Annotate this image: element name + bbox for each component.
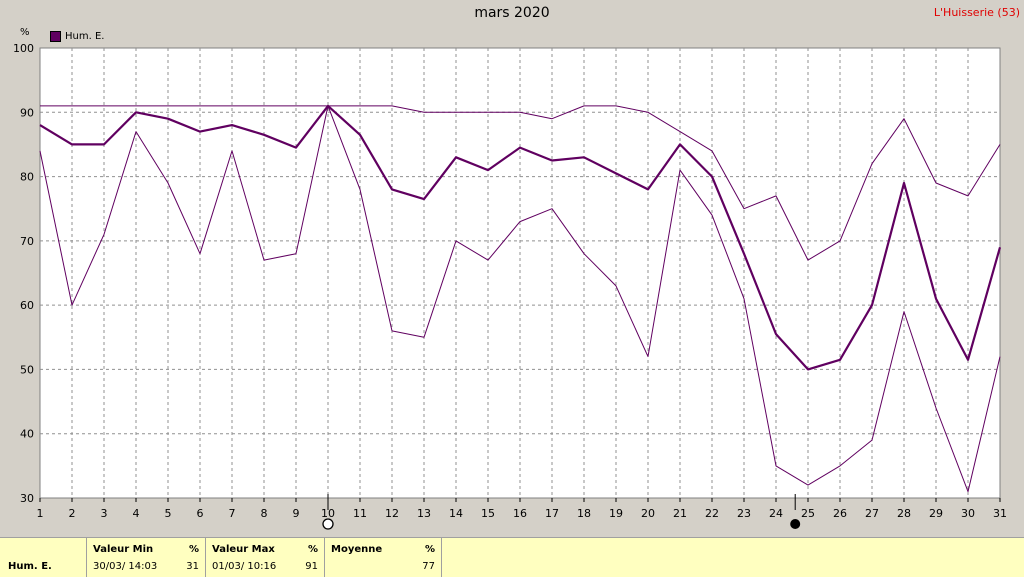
x-tick-label: 28 (897, 507, 911, 520)
legend-swatch (50, 31, 61, 42)
y-tick-label: 50 (20, 363, 34, 376)
x-tick-label: 22 (705, 507, 719, 520)
filled-circle-marker (791, 520, 800, 529)
stats-avg-cell: Moyenne % 77 (325, 538, 442, 577)
min-date: 30/03/ 14:03 (93, 561, 157, 572)
x-tick-label: 9 (293, 507, 300, 520)
x-tick-label: 21 (673, 507, 687, 520)
legend-label: Hum. E. (65, 31, 104, 42)
x-tick-label: 25 (801, 507, 815, 520)
x-tick-label: 4 (133, 507, 140, 520)
avg-unit: % (425, 544, 435, 555)
y-tick-label: 90 (20, 106, 34, 119)
max-value: 91 (305, 561, 318, 572)
stats-panel: Hum. E. Valeur Min % 30/03/ 14:03 31 Val… (0, 537, 1024, 577)
x-tick-label: 19 (609, 507, 623, 520)
max-date: 01/03/ 10:16 (212, 561, 276, 572)
x-tick-label: 2 (69, 507, 76, 520)
x-tick-label: 16 (513, 507, 527, 520)
x-tick-label: 12 (385, 507, 399, 520)
x-tick-label: 26 (833, 507, 847, 520)
x-tick-label: 27 (865, 507, 879, 520)
y-tick-label: 80 (20, 171, 34, 184)
x-tick-label: 29 (929, 507, 943, 520)
stats-min-cell: Valeur Min % 30/03/ 14:03 31 (87, 538, 206, 577)
x-tick-label: 30 (961, 507, 975, 520)
x-tick-label: 17 (545, 507, 559, 520)
y-tick-label: 70 (20, 235, 34, 248)
x-tick-label: 23 (737, 507, 751, 520)
stats-row-label: Hum. E. (8, 561, 52, 572)
avg-header: Moyenne (331, 544, 382, 555)
x-tick-label: 5 (165, 507, 172, 520)
y-tick-label: 30 (20, 492, 34, 505)
x-tick-label: 24 (769, 507, 783, 520)
x-tick-label: 20 (641, 507, 655, 520)
x-tick-label: 11 (353, 507, 367, 520)
max-header: Valeur Max (212, 544, 275, 555)
min-header: Valeur Min (93, 544, 153, 555)
x-tick-label: 31 (993, 507, 1007, 520)
y-tick-label: 100 (13, 42, 34, 55)
stats-label-cell: Hum. E. (0, 538, 87, 577)
x-tick-label: 8 (261, 507, 268, 520)
x-tick-label: 13 (417, 507, 431, 520)
avg-value: 77 (422, 561, 435, 572)
min-unit: % (189, 544, 199, 555)
y-axis-unit: % (20, 27, 30, 38)
max-unit: % (308, 544, 318, 555)
legend: Hum. E. (50, 31, 104, 42)
x-tick-label: 18 (577, 507, 591, 520)
x-tick-label: 14 (449, 507, 463, 520)
station-name: L'Huisserie (53) (934, 6, 1020, 19)
stats-max-cell: Valeur Max % 01/03/ 10:16 91 (206, 538, 325, 577)
y-tick-label: 40 (20, 428, 34, 441)
open-circle-marker (323, 519, 333, 529)
min-value: 31 (186, 561, 199, 572)
x-tick-label: 15 (481, 507, 495, 520)
x-tick-label: 1 (37, 507, 44, 520)
y-tick-label: 60 (20, 299, 34, 312)
x-tick-label: 6 (197, 507, 204, 520)
x-tick-label: 3 (101, 507, 108, 520)
chart-title: mars 2020 (0, 5, 1024, 21)
x-tick-label: 7 (229, 507, 236, 520)
